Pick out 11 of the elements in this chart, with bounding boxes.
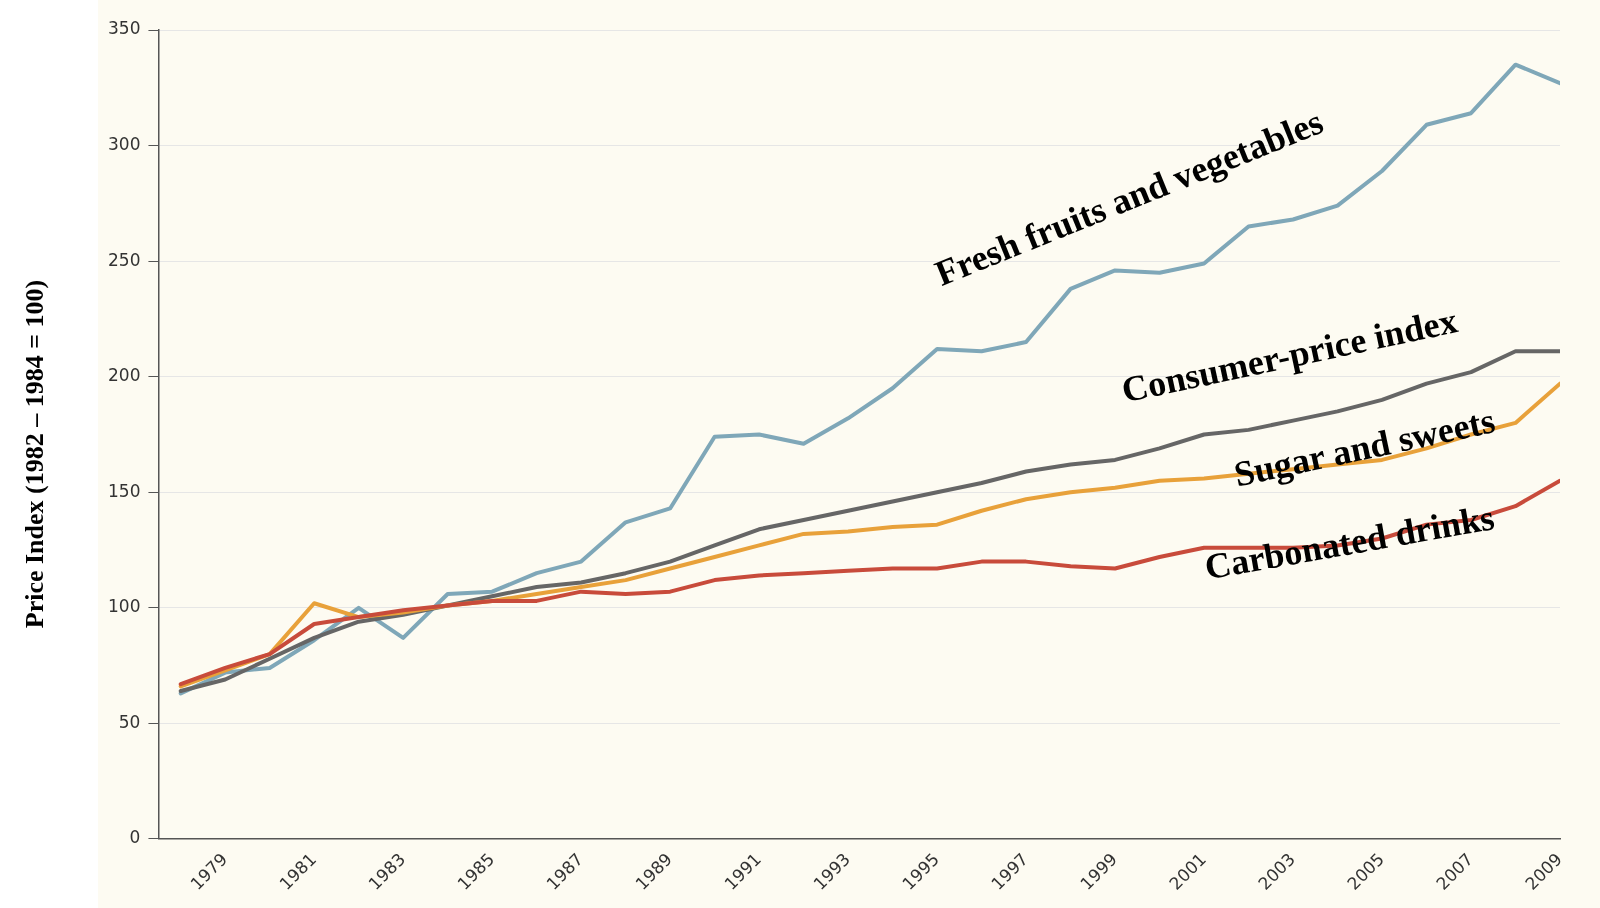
y-tick-label: 300 — [107, 133, 141, 154]
y-tick-label: 350 — [107, 18, 141, 39]
y-tick-label: 50 — [118, 711, 141, 732]
text: Sugar and sweets — [1230, 400, 1499, 495]
y-tick-label: 0 — [129, 827, 141, 848]
text: Carbonated drinks — [1201, 497, 1498, 588]
y-tick-label: 250 — [107, 249, 141, 270]
y-tick-label: 150 — [107, 480, 141, 501]
y-axis-title: Price Index (1982 – 1984 = 100) — [20, 279, 50, 629]
y-tick-label: 200 — [107, 365, 141, 386]
y-tick-label: 100 — [107, 596, 141, 617]
